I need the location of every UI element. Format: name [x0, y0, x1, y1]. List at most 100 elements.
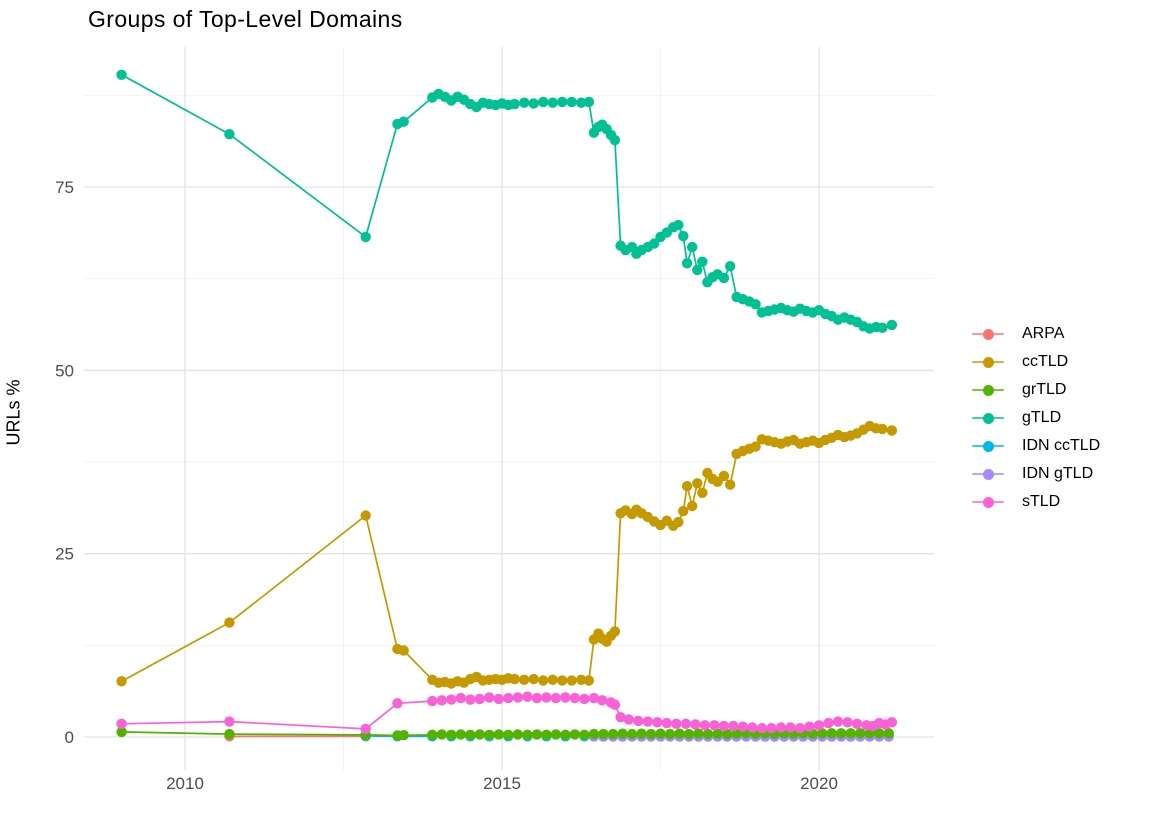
- data-point: [503, 692, 514, 704]
- data-point: [652, 717, 663, 728]
- data-point: [436, 729, 447, 740]
- data-point: [588, 728, 600, 740]
- x-tick-label: 2015: [483, 774, 521, 793]
- data-point: [474, 693, 485, 705]
- x-tick-label: 2010: [166, 774, 204, 793]
- data-point: [626, 728, 638, 740]
- data-point: [845, 728, 856, 739]
- data-point: [538, 96, 549, 108]
- y-tick-label: 75: [55, 178, 74, 197]
- data-point: [718, 720, 730, 732]
- legend-key-icon: [972, 460, 1004, 488]
- data-point: [636, 728, 647, 739]
- data-point: [855, 728, 866, 739]
- data-point: [664, 728, 676, 740]
- data-point: [509, 673, 520, 685]
- data-point: [617, 728, 628, 739]
- data-point: [690, 719, 701, 730]
- data-point: [116, 69, 127, 81]
- series-line: [121, 74, 893, 330]
- data-point: [709, 720, 720, 731]
- data-point: [692, 264, 703, 276]
- x-tick-label: 2020: [800, 774, 838, 793]
- data-point: [633, 715, 644, 727]
- data-point: [678, 230, 689, 242]
- legend-item-ccTLD: ccTLD: [972, 348, 1100, 376]
- grid-major: [84, 47, 934, 770]
- legend-label: grTLD: [1022, 381, 1067, 398]
- series-sTLD: [116, 691, 898, 735]
- legend-item-IDN-ccTLD: IDN ccTLD: [972, 432, 1100, 460]
- data-point: [877, 322, 888, 333]
- data-point: [541, 729, 552, 740]
- data-point: [842, 717, 853, 728]
- data-point: [512, 729, 523, 740]
- data-point: [697, 487, 708, 498]
- data-point: [522, 691, 533, 702]
- data-point: [813, 720, 825, 731]
- data-point: [557, 675, 568, 686]
- data-point: [649, 238, 660, 249]
- data-point: [687, 241, 698, 253]
- data-point: [360, 231, 371, 243]
- legend-key-icon: [972, 432, 1004, 460]
- data-point: [598, 728, 609, 740]
- data-point: [693, 728, 704, 739]
- data-point: [883, 728, 894, 739]
- y-tick-label: 0: [65, 728, 74, 747]
- data-point: [560, 692, 571, 703]
- data-point: [655, 728, 666, 739]
- data-point: [785, 722, 796, 733]
- data-point: [661, 717, 672, 729]
- legend-item-grTLD: grTLD: [972, 376, 1100, 404]
- legend-key-icon: [972, 488, 1004, 516]
- data-point: [886, 717, 898, 728]
- legend-label: IDN ccTLD: [1022, 437, 1101, 454]
- data-point: [673, 219, 684, 231]
- data-point: [683, 728, 695, 740]
- data-point: [607, 728, 619, 740]
- legend-key-icon: [972, 376, 1004, 404]
- data-point: [392, 698, 403, 709]
- data-point: [512, 692, 523, 703]
- data-point: [116, 726, 127, 738]
- data-point: [224, 129, 235, 140]
- data-point: [224, 716, 235, 727]
- data-point: [569, 729, 581, 740]
- data-point: [877, 423, 888, 435]
- data-point: [474, 729, 485, 740]
- data-point: [557, 96, 568, 108]
- legend-item-sTLD: sTLD: [972, 488, 1100, 516]
- data-point: [541, 692, 552, 703]
- data-point: [398, 730, 409, 741]
- chart-title: Groups of Top-Level Domains: [88, 6, 403, 32]
- legend-key-icon: [972, 404, 1004, 432]
- data-point: [436, 695, 447, 706]
- data-point: [680, 718, 692, 729]
- legend-key-icon: [972, 320, 1004, 348]
- data-point: [493, 729, 504, 740]
- y-axis-tick-labels: 0 25 50 75: [55, 178, 74, 747]
- data-point: [671, 718, 682, 729]
- data-point: [681, 481, 693, 492]
- data-point: [560, 729, 571, 740]
- data-point: [851, 718, 863, 729]
- legend-label: IDN gTLD: [1022, 465, 1094, 482]
- data-point: [446, 694, 457, 705]
- series-gTLD: [116, 69, 898, 334]
- data-point: [522, 729, 533, 740]
- data-point: [597, 695, 608, 706]
- legend-item-gTLD: gTLD: [972, 404, 1100, 432]
- data-point: [550, 692, 562, 704]
- data-point: [728, 720, 739, 732]
- data-point: [446, 729, 457, 740]
- data-point: [116, 718, 127, 729]
- data-point: [566, 675, 577, 686]
- data-point: [493, 693, 504, 705]
- legend-label: gTLD: [1022, 409, 1062, 426]
- data-point: [725, 479, 736, 490]
- data-point: [832, 716, 844, 727]
- data-point: [566, 96, 577, 108]
